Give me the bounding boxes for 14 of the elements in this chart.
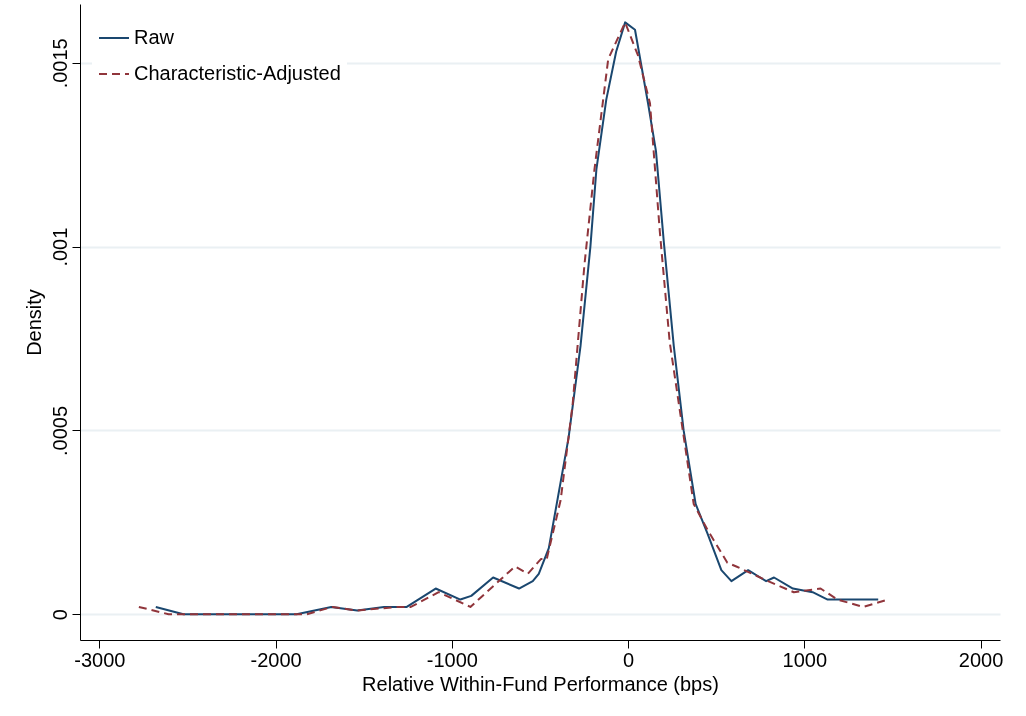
- x-tick-label: -1000: [426, 648, 478, 671]
- x-tick-label: 2000: [958, 648, 1004, 671]
- y-tick-label: .0005: [48, 405, 71, 456]
- x-tick-label: 1000: [782, 648, 828, 671]
- x-tick-label: 0: [623, 648, 635, 671]
- y-tick-label: .001: [48, 227, 71, 267]
- y-tick-label: .0015: [48, 38, 71, 89]
- y-tick-label: 0: [48, 609, 71, 621]
- x-axis-title: Relative Within-Fund Performance (bps): [362, 672, 719, 695]
- x-tick-label: -3000: [74, 648, 126, 671]
- legend-label: Raw: [134, 26, 175, 48]
- x-tick-label: -2000: [250, 648, 302, 671]
- legend-label: Characteristic-Adjusted: [134, 62, 341, 84]
- y-axis-title: Density: [22, 289, 45, 356]
